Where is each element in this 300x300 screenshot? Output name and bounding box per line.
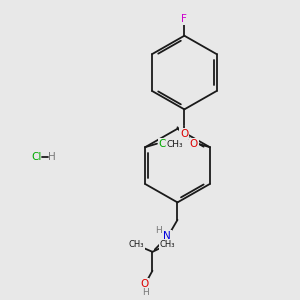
Text: O: O (180, 128, 188, 139)
Text: O: O (190, 139, 198, 149)
Text: CH₃: CH₃ (160, 240, 175, 249)
Text: O: O (140, 279, 148, 289)
Text: F: F (182, 14, 187, 24)
Text: CH₃: CH₃ (166, 140, 183, 149)
Text: N: N (163, 231, 171, 241)
Text: H: H (48, 152, 56, 162)
Text: CH₃: CH₃ (129, 240, 144, 249)
Text: H: H (142, 288, 149, 297)
Text: H: H (156, 226, 162, 235)
Text: Cl: Cl (32, 152, 42, 162)
Text: Cl: Cl (158, 139, 169, 149)
